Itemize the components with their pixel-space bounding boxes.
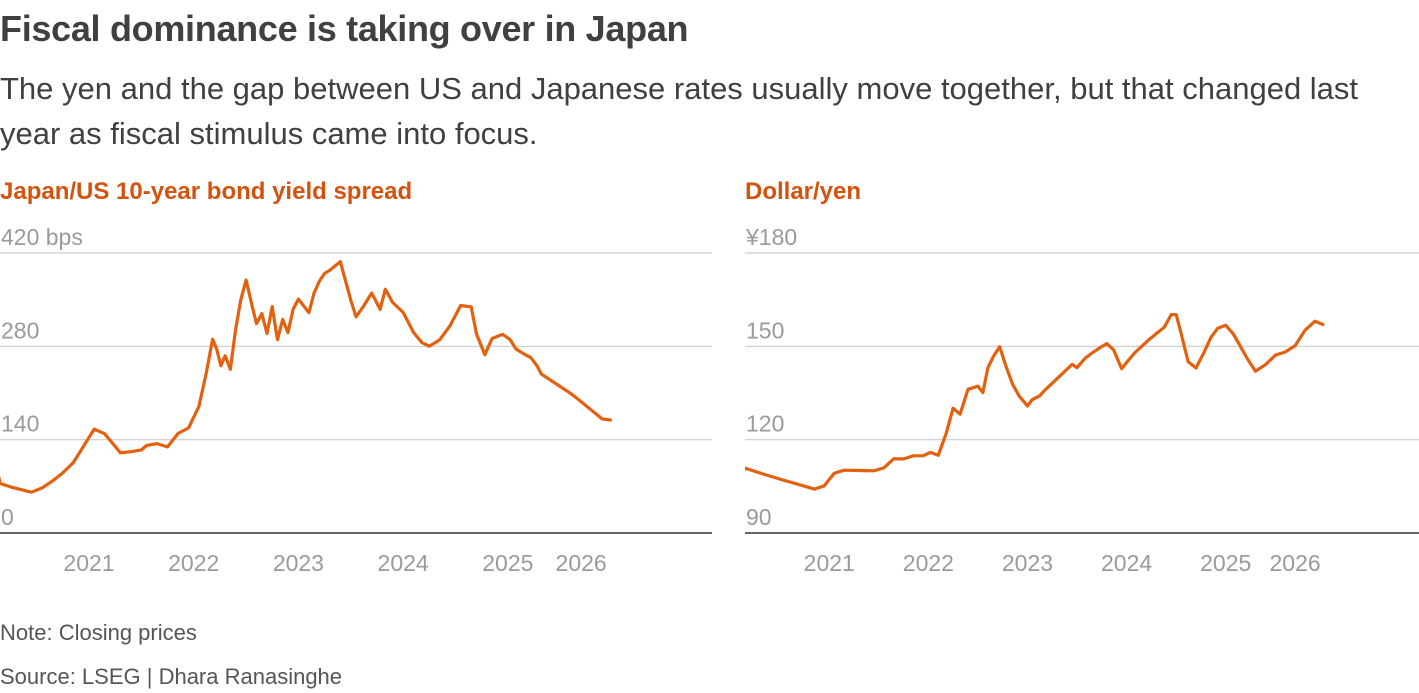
spread-xtick-label-3: 2024 bbox=[378, 550, 429, 576]
usdjpy-xtick-label-1: 2022 bbox=[903, 550, 954, 576]
usdjpy-ytick-label-2: 120 bbox=[746, 411, 784, 437]
right-panel-title: Dollar/yen bbox=[745, 178, 862, 205]
spread-xtick-label-2: 2023 bbox=[273, 550, 324, 576]
bond-spread-chart: 420 bps 280 140 0 2021 2022 2023 2024 2025 2026 bbox=[0, 224, 712, 576]
spread-xtick-label-4: 2025 bbox=[482, 550, 533, 576]
usdjpy-ytick-label-1: 150 bbox=[746, 317, 784, 343]
dollar-yen-chart: ¥180 150 120 90 2021 2022 2023 2024 2025 2026 bbox=[745, 224, 1419, 576]
spread-ytick-label-0: 420 bps bbox=[1, 224, 83, 250]
usdjpy-series-line bbox=[745, 313, 1325, 491]
spread-ytick-label-3: 0 bbox=[1, 504, 14, 530]
usdjpy-xtick-label-0: 2021 bbox=[804, 550, 855, 576]
usdjpy-xtick-label-5: 2026 bbox=[1270, 550, 1321, 576]
footer-source: Source: LSEG | Dhara Ranasinghe bbox=[0, 664, 343, 689]
usdjpy-xtick-label-2: 2023 bbox=[1002, 550, 1053, 576]
footer-note: Note: Closing prices bbox=[0, 620, 197, 645]
spread-series-line bbox=[0, 260, 612, 494]
spread-xtick-label-1: 2022 bbox=[168, 550, 219, 576]
spread-ytick-label-1: 280 bbox=[1, 317, 39, 343]
usdjpy-ytick-label-0: ¥180 bbox=[745, 224, 797, 250]
usdjpy-ytick-label-3: 90 bbox=[746, 504, 772, 530]
spread-xtick-label-0: 2021 bbox=[63, 550, 114, 576]
chart-subtitle: The yen and the gap between US and Japan… bbox=[0, 71, 1359, 151]
usdjpy-xtick-label-3: 2024 bbox=[1101, 550, 1152, 576]
spread-ytick-label-2: 140 bbox=[1, 411, 39, 437]
chart-title: Fiscal dominance is taking over in Japan bbox=[0, 8, 689, 49]
spread-xtick-label-5: 2026 bbox=[556, 550, 607, 576]
left-panel-title: Japan/US 10-year bond yield spread bbox=[0, 178, 413, 205]
usdjpy-xtick-label-4: 2025 bbox=[1200, 550, 1251, 576]
